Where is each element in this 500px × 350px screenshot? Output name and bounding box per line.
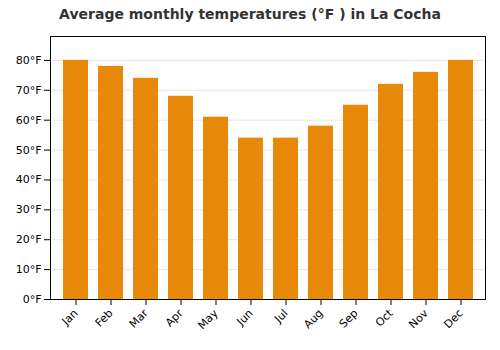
svg-text:Jul: Jul bbox=[271, 307, 290, 326]
svg-text:Aug: Aug bbox=[301, 307, 325, 331]
svg-text:20°F: 20°F bbox=[16, 233, 42, 246]
svg-text:May: May bbox=[195, 306, 221, 332]
html-text:Average monthly temperatures (: Average monthly temperatures (°F ) in La… bbox=[59, 6, 441, 22]
svg-text:Oct: Oct bbox=[373, 306, 396, 329]
svg-text:Feb: Feb bbox=[93, 307, 116, 330]
svg-text:30°F: 30°F bbox=[16, 203, 42, 216]
svg-text:0°F: 0°F bbox=[23, 293, 42, 306]
svg-text:Apr: Apr bbox=[163, 306, 186, 329]
svg-text:80°F: 80°F bbox=[16, 54, 42, 67]
svg-text:Nov: Nov bbox=[406, 306, 431, 331]
svg-text:Jun: Jun bbox=[234, 307, 256, 329]
svg-text:40°F: 40°F bbox=[16, 173, 42, 186]
svg-text:Mar: Mar bbox=[127, 306, 151, 330]
svg-text:60°F: 60°F bbox=[16, 114, 42, 127]
svg-text:Sep: Sep bbox=[337, 307, 361, 331]
svg-text:Dec: Dec bbox=[441, 307, 465, 331]
svg-text:50°F: 50°F bbox=[16, 144, 42, 157]
svg-text:10°F: 10°F bbox=[16, 263, 42, 276]
svg-text:70°F: 70°F bbox=[16, 84, 42, 97]
svg-text:Jan: Jan bbox=[59, 307, 81, 329]
